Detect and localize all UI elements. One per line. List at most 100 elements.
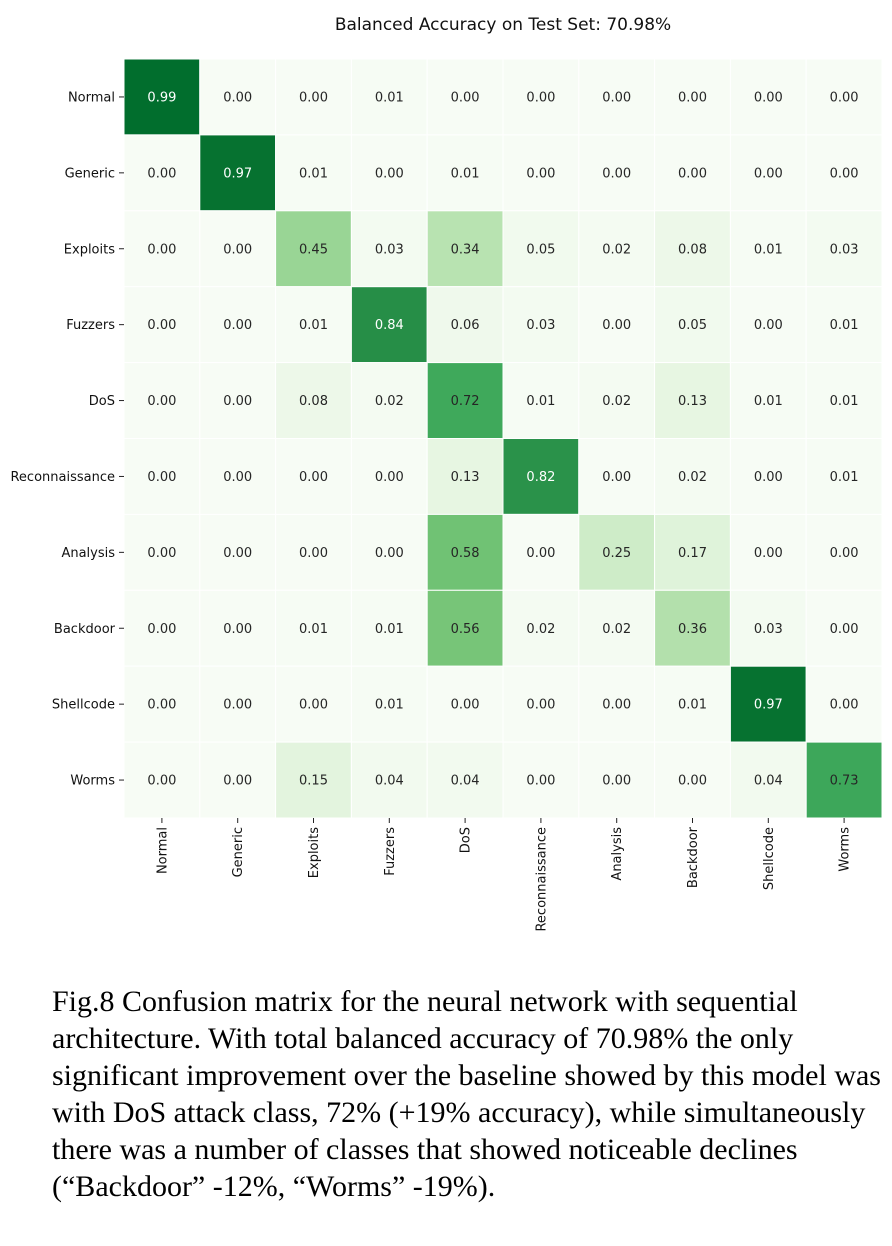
heatmap-cell-analysis-analysis bbox=[578, 513, 656, 591]
heatmap-cell-exploits-normal bbox=[123, 210, 201, 288]
heatmap-cell-normal-exploits bbox=[275, 58, 352, 136]
cell-value-label: 0.01 bbox=[754, 394, 783, 409]
cell-value-label: 0.97 bbox=[754, 698, 783, 713]
heatmap-cell-fuzzers-normal bbox=[123, 286, 201, 364]
heatmap-cell-shellcode-generic bbox=[199, 665, 277, 743]
cell-value-label: 0.00 bbox=[602, 470, 631, 485]
cell-value-label: 0.00 bbox=[147, 470, 176, 485]
cell-value-label: 0.00 bbox=[147, 394, 176, 409]
y-tick-label-dos: DoS bbox=[89, 394, 115, 409]
cell-value-label: 0.01 bbox=[754, 242, 783, 257]
cell-value-label: 0.00 bbox=[602, 166, 631, 181]
cell-value-label: 0.00 bbox=[223, 394, 252, 409]
heatmap-cell-exploits-analysis bbox=[578, 210, 656, 288]
heatmap-cell-fuzzers-reconnaissance bbox=[502, 286, 580, 364]
cell-value-label: 0.56 bbox=[451, 622, 480, 637]
cell-value-label: 0.02 bbox=[526, 622, 555, 637]
cell-value-label: 0.00 bbox=[147, 774, 176, 789]
heatmap-cell-dos-worms bbox=[805, 362, 883, 440]
cell-value-label: 0.00 bbox=[147, 622, 176, 637]
heatmap-cell-reconnaissance-dos bbox=[426, 438, 504, 515]
cell-value-label: 0.00 bbox=[375, 470, 404, 485]
heatmap-cell-fuzzers-shellcode bbox=[729, 286, 807, 364]
cell-value-label: 0.00 bbox=[602, 318, 631, 333]
cell-value-label: 0.08 bbox=[678, 242, 707, 257]
y-tick-label-worms: Worms bbox=[70, 774, 115, 789]
cell-value-label: 0.97 bbox=[223, 166, 252, 181]
cell-value-label: 0.00 bbox=[678, 90, 707, 105]
heatmap-cell-generic-worms bbox=[805, 134, 883, 212]
heatmap-cell-reconnaissance-normal bbox=[123, 438, 201, 515]
heatmap-cell-worms-dos bbox=[426, 741, 504, 819]
x-tick-label-generic: Generic bbox=[231, 827, 246, 877]
cell-value-label: 0.03 bbox=[375, 242, 404, 257]
cell-value-label: 0.00 bbox=[223, 698, 252, 713]
cell-value-label: 0.00 bbox=[602, 698, 631, 713]
cell-value-label: 0.99 bbox=[147, 90, 176, 105]
cell-value-label: 0.17 bbox=[678, 546, 707, 561]
y-tick-label-fuzzers: Fuzzers bbox=[66, 318, 115, 333]
heatmap-cell-analysis-worms bbox=[805, 513, 883, 591]
figure-caption: Fig.8 Confusion matrix for the neural ne… bbox=[52, 985, 881, 1203]
heatmap-cell-exploits-worms bbox=[805, 210, 883, 288]
heatmap-cell-dos-backdoor bbox=[654, 362, 731, 440]
heatmap-cell-shellcode-fuzzers bbox=[350, 665, 428, 743]
cell-value-label: 0.00 bbox=[830, 622, 859, 637]
cell-value-label: 0.02 bbox=[602, 622, 631, 637]
cell-value-label: 0.84 bbox=[375, 318, 404, 333]
x-tick-label-worms: Worms bbox=[838, 827, 853, 872]
chart-title: Balanced Accuracy on Test Set: 70.98% bbox=[335, 15, 671, 35]
heatmap-cell-generic-shellcode bbox=[729, 134, 807, 212]
cell-value-label: 0.00 bbox=[299, 698, 328, 713]
cell-value-label: 0.00 bbox=[223, 546, 252, 561]
cell-value-label: 0.13 bbox=[678, 394, 707, 409]
heatmap-cell-generic-exploits bbox=[275, 134, 352, 212]
heatmap-cell-dos-analysis bbox=[578, 362, 656, 440]
cell-value-label: 0.00 bbox=[678, 166, 707, 181]
cell-value-label: 0.34 bbox=[451, 242, 480, 257]
heatmap-cell-backdoor-shellcode bbox=[729, 589, 807, 667]
x-tick-label-exploits: Exploits bbox=[307, 827, 322, 878]
heatmap-cell-fuzzers-worms bbox=[805, 286, 883, 364]
cell-value-label: 0.01 bbox=[451, 166, 480, 181]
heatmap-cell-worms-shellcode bbox=[729, 741, 807, 819]
heatmap-cell-reconnaissance-reconnaissance bbox=[502, 438, 580, 515]
heatmap-cell-worms-fuzzers bbox=[350, 741, 428, 819]
cell-value-label: 0.00 bbox=[830, 546, 859, 561]
heatmap-cell-dos-exploits bbox=[275, 362, 352, 440]
cell-value-label: 0.00 bbox=[223, 90, 252, 105]
heatmap-cell-dos-generic bbox=[199, 362, 277, 440]
cell-value-label: 0.00 bbox=[451, 698, 480, 713]
cell-value-label: 0.02 bbox=[602, 242, 631, 257]
heatmap-cell-worms-generic bbox=[199, 741, 277, 819]
cell-value-label: 0.00 bbox=[223, 622, 252, 637]
heatmap-cell-backdoor-exploits bbox=[275, 589, 352, 667]
heatmap-cell-shellcode-shellcode bbox=[729, 665, 807, 743]
heatmap-cell-fuzzers-analysis bbox=[578, 286, 656, 364]
cell-value-label: 0.01 bbox=[375, 622, 404, 637]
x-tick-label-fuzzers: Fuzzers bbox=[383, 827, 398, 876]
heatmap-cell-generic-backdoor bbox=[654, 134, 731, 212]
y-tick-label-generic: Generic bbox=[65, 166, 115, 181]
heatmap-cell-shellcode-analysis bbox=[578, 665, 656, 743]
heatmap-cell-normal-fuzzers bbox=[350, 58, 428, 136]
heatmap-cell-dos-shellcode bbox=[729, 362, 807, 440]
cell-value-label: 0.58 bbox=[451, 546, 480, 561]
heatmap-cell-reconnaissance-exploits bbox=[275, 438, 352, 515]
heatmap-cell-generic-generic bbox=[199, 134, 277, 212]
heatmap-cell-normal-reconnaissance bbox=[502, 58, 580, 136]
cell-value-label: 0.00 bbox=[830, 698, 859, 713]
x-tick-label-analysis: Analysis bbox=[610, 827, 625, 881]
heatmap-cell-analysis-fuzzers bbox=[350, 513, 428, 591]
heatmap-cell-exploits-generic bbox=[199, 210, 277, 288]
cell-value-label: 0.02 bbox=[375, 394, 404, 409]
cell-value-label: 0.01 bbox=[375, 90, 404, 105]
cell-value-label: 0.00 bbox=[299, 546, 328, 561]
heatmap-cell-normal-dos bbox=[426, 58, 504, 136]
cell-value-label: 0.01 bbox=[299, 622, 328, 637]
cell-value-label: 0.01 bbox=[830, 470, 859, 485]
cell-value-label: 0.06 bbox=[451, 318, 480, 333]
cell-value-label: 0.00 bbox=[602, 90, 631, 105]
cell-value-label: 0.00 bbox=[223, 318, 252, 333]
heatmap-cell-shellcode-exploits bbox=[275, 665, 352, 743]
